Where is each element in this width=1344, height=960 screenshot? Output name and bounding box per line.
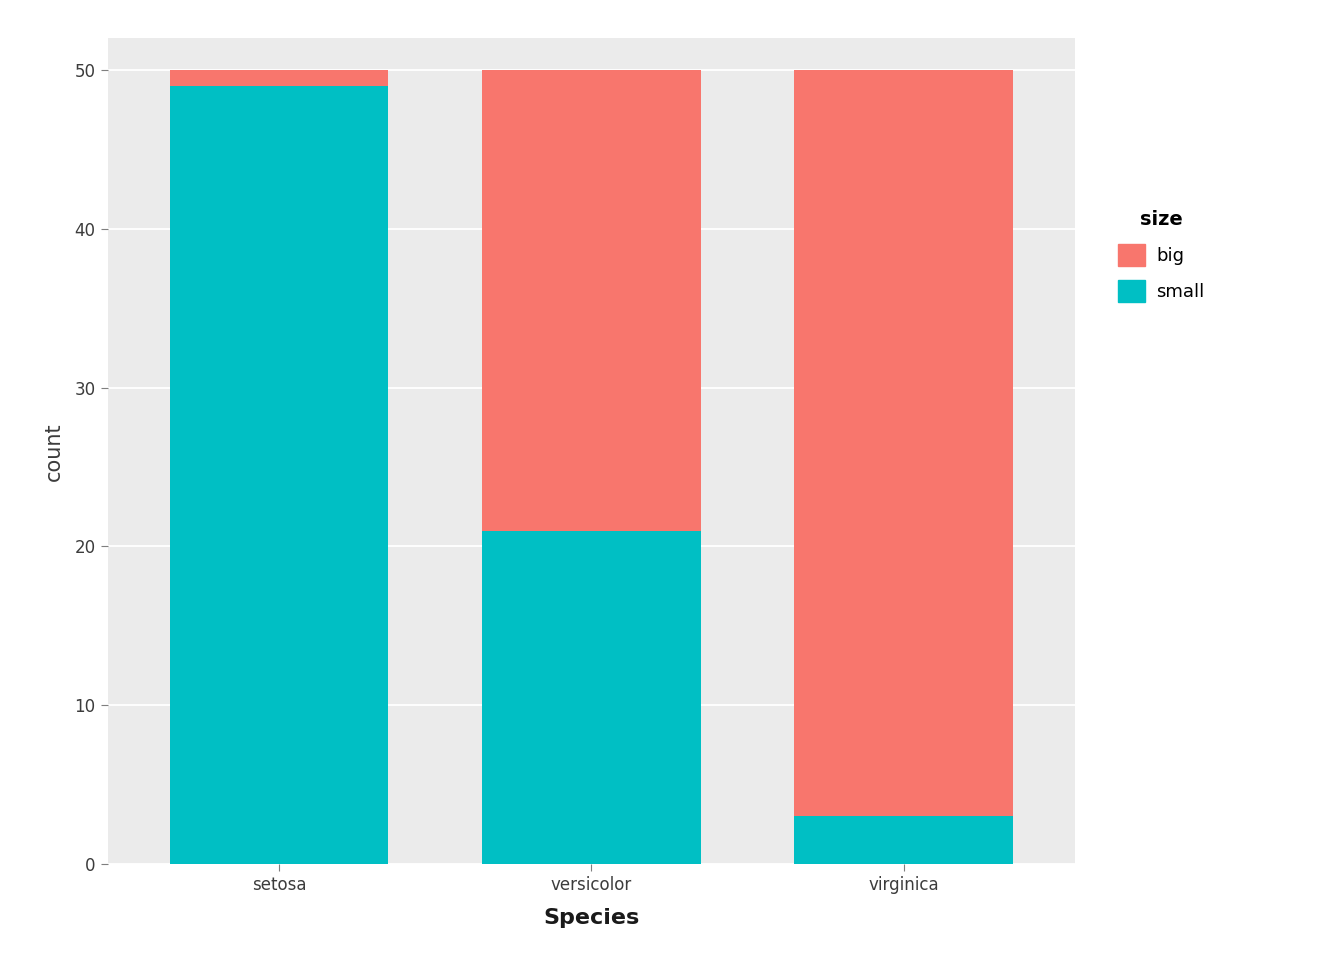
Bar: [794, 70, 1013, 816]
Bar: [169, 86, 388, 864]
Bar: [169, 70, 388, 86]
Bar: [482, 70, 700, 531]
Legend: big, small: big, small: [1103, 196, 1219, 317]
Bar: [794, 816, 1013, 864]
Bar: [482, 531, 700, 864]
Y-axis label: count: count: [43, 421, 63, 481]
X-axis label: Species: Species: [543, 908, 640, 927]
